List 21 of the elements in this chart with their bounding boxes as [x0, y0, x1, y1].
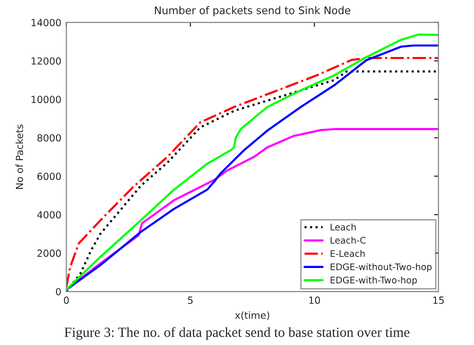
y-tick-label: 4000 [37, 211, 61, 218]
y-tick-label: 10000 [32, 96, 61, 104]
x-tick-label: 10 [309, 296, 320, 304]
y-tick-label: 8000 [37, 134, 61, 142]
x-tick-label: 15 [433, 296, 444, 304]
legend-label: Leach [330, 223, 356, 230]
x-tick-label: 0 [64, 296, 69, 304]
legend-label: EDGE-without-Two-hop [330, 263, 432, 272]
x-axis-title: x(time) [235, 311, 270, 320]
legend-label: Leach-C [330, 236, 366, 244]
legend-label: E-Leach [330, 250, 365, 257]
legend-label: EDGE-with-Two-hop [330, 276, 417, 286]
y-tick-label: 14000 [32, 18, 61, 26]
y-tick-label: 12000 [32, 57, 61, 65]
caption: Figure 3: The no. of data packet send to base station over time [64, 327, 410, 340]
y-tick-label: 2000 [37, 250, 61, 257]
chart-title: Number of packets send to Sink Node [154, 6, 350, 16]
x-tick-label: 5 [188, 296, 193, 304]
y-tick-label: 0 [56, 288, 61, 296]
y-axis-title: No of Packets [16, 124, 24, 189]
y-tick-label: 6000 [37, 172, 61, 180]
